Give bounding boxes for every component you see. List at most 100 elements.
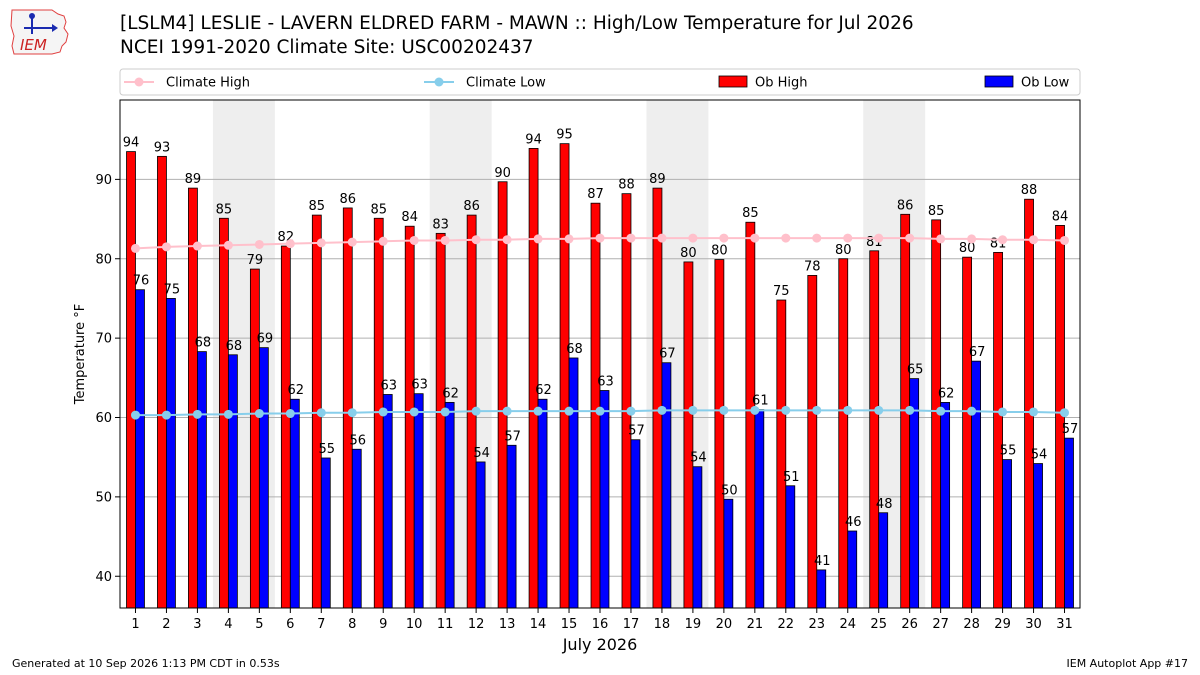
ob-low-label: 57 (628, 424, 645, 439)
ob-low-bar (506, 444, 517, 609)
climate-low-point (936, 406, 946, 416)
ob-high-label: 86 (339, 192, 356, 207)
ob-low-label: 54 (473, 446, 490, 461)
climate-high-point (812, 233, 822, 243)
climate-low-point (843, 405, 853, 415)
x-tick-label: 7 (317, 617, 325, 632)
ob-low-bar (351, 448, 362, 609)
ob-low-label: 69 (257, 332, 274, 347)
ob-low-legend-swatch (984, 75, 1014, 88)
ob-high-label: 85 (216, 202, 233, 217)
ob-high-bar (869, 250, 880, 609)
climate-low-point (750, 405, 760, 415)
climate-high-point (967, 234, 977, 244)
climate-low-point (967, 406, 977, 416)
ob-high-label: 80 (959, 241, 976, 256)
climate-low-legend-marker (434, 77, 444, 87)
ob-low-label: 55 (319, 442, 336, 457)
ob-low-bar (630, 439, 641, 609)
y-tick-label: 80 (95, 252, 112, 267)
ob-low-label: 61 (752, 394, 769, 409)
ob-low-bar (878, 512, 889, 609)
x-tick-label: 9 (379, 617, 387, 632)
climate-low-point (347, 408, 357, 418)
climate-low-point (905, 405, 915, 415)
x-tick-label: 26 (901, 617, 918, 632)
climate-high-point (316, 238, 326, 248)
ob-high-bar (714, 259, 725, 609)
ob-high-label: 83 (432, 217, 449, 232)
climate-high-point (1060, 235, 1070, 245)
ob-high-bar (342, 207, 353, 609)
x-tick-label: 1 (131, 617, 139, 632)
x-tick-label: 18 (654, 617, 671, 632)
ob-high-label: 80 (711, 244, 728, 259)
ob-low-label: 62 (938, 386, 955, 401)
x-tick-label: 20 (716, 617, 733, 632)
climate-high-point (130, 243, 140, 253)
ob-low-bar (537, 398, 548, 609)
ob-high-label: 84 (401, 210, 418, 225)
climate-high-point (781, 233, 791, 243)
y-tick-label: 40 (95, 570, 112, 585)
x-tick-label: 19 (685, 617, 702, 632)
climate-high-point (347, 237, 357, 247)
x-tick-label: 12 (468, 617, 485, 632)
ob-low-bar (723, 498, 734, 609)
climate-low-point (1029, 407, 1039, 417)
climate-low-point (998, 407, 1008, 417)
climate-high-legend-label: Climate High (166, 76, 250, 91)
ob-low-bar (785, 485, 796, 609)
x-tick-label: 10 (406, 617, 423, 632)
climate-low-point (781, 405, 791, 415)
x-tick-label: 31 (1056, 617, 1073, 632)
climate-low-point (595, 406, 605, 416)
ob-low-label: 62 (442, 386, 459, 401)
ob-high-label: 95 (556, 128, 573, 143)
ob-low-bar (289, 398, 300, 609)
ob-high-label: 87 (587, 187, 604, 202)
ob-low-bar (197, 351, 207, 609)
ob-low-label: 56 (349, 433, 366, 448)
ob-low-bar (166, 298, 176, 609)
ob-high-legend-swatch (718, 75, 748, 88)
ob-high-label: 85 (370, 202, 387, 217)
ob-low-label: 63 (380, 378, 397, 393)
ob-low-label: 51 (783, 470, 800, 485)
x-tick-label: 28 (963, 617, 980, 632)
climate-low-point (626, 406, 636, 416)
ob-low-bar (382, 394, 393, 609)
x-tick-label: 21 (747, 617, 764, 632)
ob-low-label: 67 (659, 347, 676, 362)
ob-high-bar (435, 232, 446, 609)
ob-low-bar (971, 360, 981, 609)
generated-note: Generated at 10 Sep 2026 1:13 PM CDT in … (12, 657, 280, 670)
x-tick-label: 2 (162, 617, 170, 632)
climate-low-point (192, 409, 202, 419)
climate-high-point (1029, 235, 1039, 245)
ob-low-bar (847, 530, 858, 609)
climate-high-point (657, 233, 667, 243)
ob-low-bar (1033, 463, 1043, 609)
ob-high-label: 80 (835, 243, 852, 258)
ob-low-label: 68 (566, 342, 583, 357)
climate-low-point (1060, 408, 1070, 418)
x-tick-label: 6 (286, 617, 294, 632)
x-tick-label: 14 (530, 617, 547, 632)
ob-high-bar (559, 143, 570, 609)
ob-low-label: 48 (876, 497, 893, 512)
ob-low-label: 57 (504, 429, 521, 444)
ob-high-label: 94 (123, 136, 140, 151)
climate-high-point (440, 235, 450, 245)
ob-low-bar (227, 354, 238, 609)
climate-low-point (161, 410, 171, 420)
climate-high-point (626, 233, 636, 243)
y-tick-label: 90 (95, 173, 112, 188)
app-label: IEM Autoplot App #17 (1066, 657, 1189, 670)
ob-high-label: 89 (185, 172, 202, 187)
climate-high-point (533, 234, 543, 244)
logo-text: IEM (20, 36, 47, 54)
climate-high-point (161, 242, 171, 252)
ob-high-label: 94 (525, 132, 542, 147)
